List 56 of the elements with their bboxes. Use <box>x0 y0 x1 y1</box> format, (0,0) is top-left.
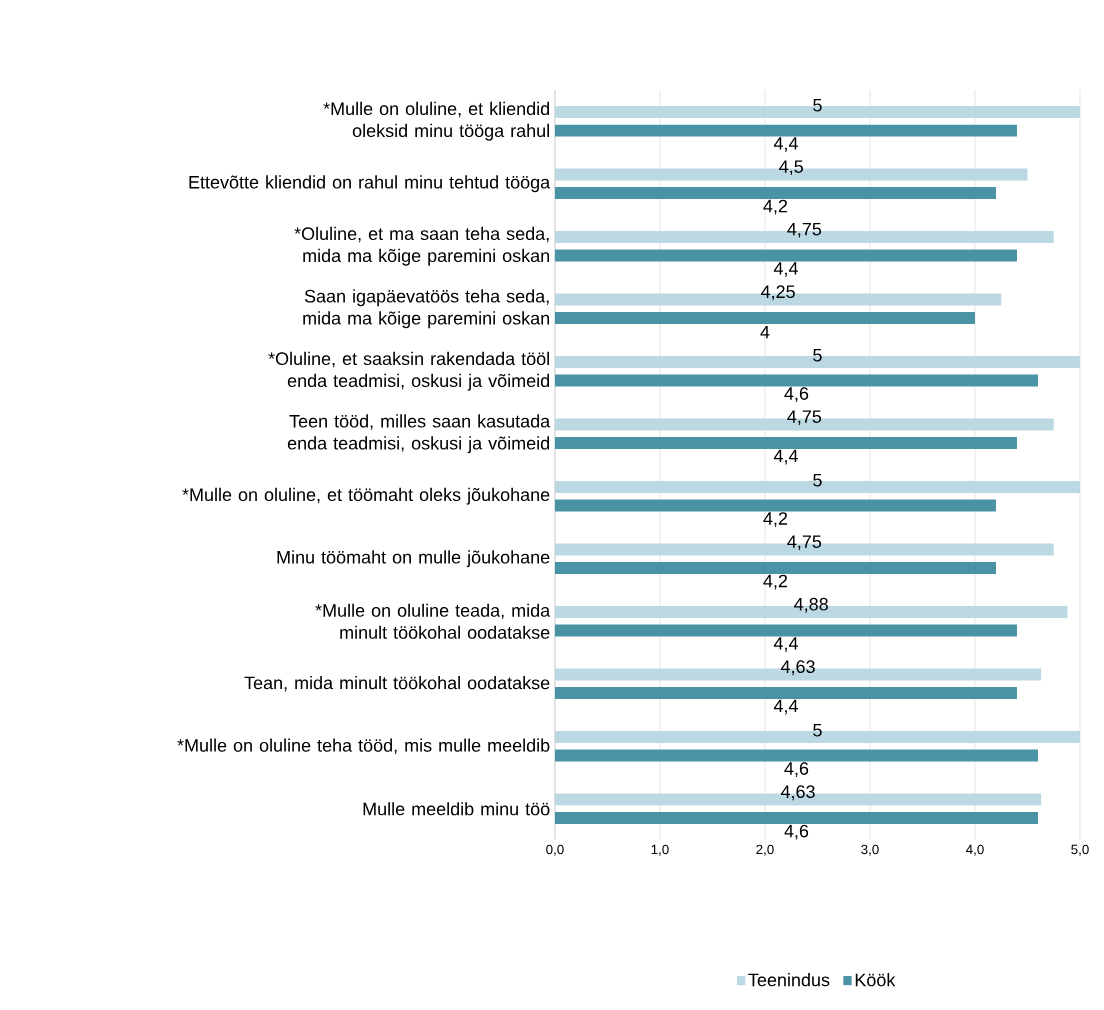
y-tick-label: Minu töömaht on mulle jõukohane <box>277 550 550 568</box>
bar <box>554 687 1017 700</box>
y-tick-label: *Oluline, et ma saan teha seda, mida ma kõige paremini oskan <box>294 226 549 266</box>
y-tick-label: Saan igapäevatöös teha seda, mida ma kõige paremini oskan <box>303 289 549 329</box>
data-label: 4,75 <box>787 410 822 426</box>
x-tick-label: 0,0 <box>546 844 564 856</box>
bar <box>554 562 996 575</box>
data-label: 4,4 <box>773 637 798 652</box>
x-tick-label: 4,0 <box>966 844 984 856</box>
y-tick-label: Ettevõtte kliendid on rahul minu tehtud tööga <box>189 175 551 193</box>
x-tick-label: 5,0 <box>1071 844 1089 856</box>
data-label: 4,2 <box>763 574 788 590</box>
bar <box>554 374 1038 387</box>
y-tick-label: Mulle meeldib minu töö <box>363 802 550 816</box>
data-label: 4,75 <box>787 222 822 238</box>
legend-label: Köök <box>855 973 896 987</box>
y-tick-label: *Oluline, et saaksin rakendada tööl enda teadmisi, oskusi ja võimeid <box>268 351 549 391</box>
bar <box>554 312 975 325</box>
data-label: 4 <box>760 325 770 339</box>
y-tick-label: Tean, mida minult töökohal oodatakse <box>244 676 550 692</box>
data-label: 4,6 <box>784 762 809 778</box>
data-label: 4,75 <box>787 535 822 551</box>
data-label: 4,2 <box>763 512 788 528</box>
data-label: 4,6 <box>784 824 809 840</box>
data-label: 4,5 <box>779 160 803 176</box>
data-label: 4,4 <box>773 699 798 715</box>
data-label: 4,63 <box>780 660 815 676</box>
data-label: 4,6 <box>784 387 809 403</box>
bar <box>554 749 1038 762</box>
y-tick-label: *Mulle on oluline, et kliendid oleksid minu tööga rahul <box>323 101 549 141</box>
bar <box>554 249 1017 262</box>
data-label: 4,4 <box>773 262 798 277</box>
bar <box>554 624 1017 637</box>
data-label: 5 <box>813 348 822 362</box>
y-tick-label: *Mulle on oluline, et töömaht oleks jõukohane <box>182 487 550 505</box>
data-label: 4,25 <box>760 285 795 301</box>
bar <box>554 124 1017 137</box>
y-tick-label: Teen tööd, milles saan kasutada enda teadmisi, oskusi ja võimeid <box>287 414 551 454</box>
x-tick-label: 3,0 <box>861 844 879 856</box>
legend-label: Teenindus <box>748 973 830 987</box>
data-label: 4,2 <box>763 199 788 215</box>
y-tick-label: *Mulle on oluline teha tööd, mis mulle meeldib <box>177 738 550 754</box>
bar <box>554 437 1017 450</box>
bar <box>554 812 1038 825</box>
data-label: 4,4 <box>773 449 798 465</box>
data-label: 4,63 <box>780 785 815 801</box>
x-tick-label: 2,0 <box>756 844 774 856</box>
y-tick-label: *Mulle on oluline teada, mida minult töökohal oodatakse <box>315 603 551 639</box>
data-label: 4,88 <box>794 597 828 613</box>
data-label: 5 <box>813 473 822 487</box>
data-label: 4,4 <box>773 137 798 152</box>
bar <box>554 187 996 200</box>
data-label: 5 <box>813 98 822 112</box>
bar <box>554 499 996 512</box>
data-label: 5 <box>813 723 822 737</box>
x-tick-label: 1,0 <box>651 844 669 856</box>
